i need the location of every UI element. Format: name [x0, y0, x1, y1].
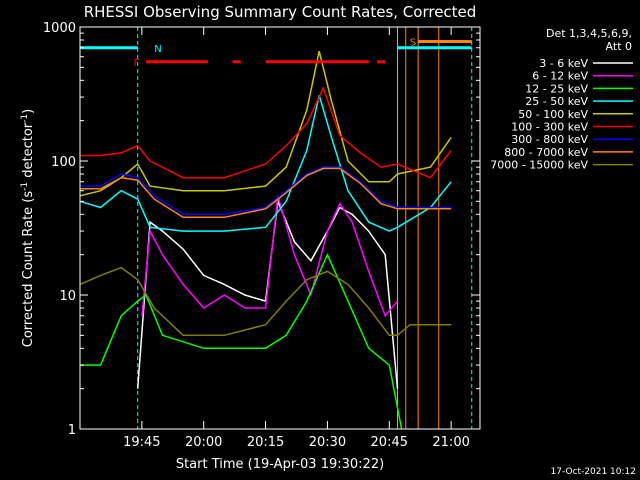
- series-line-5: [79, 51, 452, 197]
- x-axis-label: Start Time (19-Apr-03 19:30:22): [176, 457, 384, 472]
- flag-label: F: [134, 58, 140, 69]
- legend-label: 100 - 300 keV: [511, 121, 588, 134]
- x-tick-label: 20:30: [309, 435, 346, 450]
- y-axis: 1 10 100 1000: [43, 21, 480, 438]
- legend-label: 50 - 100 keV: [518, 108, 588, 121]
- y-axis-label-sup2: -1: [20, 114, 30, 123]
- legend-label: 6 - 12 keV: [532, 70, 588, 83]
- series-line-6: [80, 86, 452, 179]
- x-axis: 19:45 20:00 20:15 20:30 20:45 21:00: [123, 27, 470, 450]
- y-tick-label: 1000: [43, 21, 76, 36]
- x-tick-label: 20:00: [185, 435, 222, 450]
- legend-label: 25 - 50 keV: [525, 95, 588, 108]
- flag-label: N: [154, 44, 161, 55]
- legend-header: Det 1,3,4,5,6,9,: [546, 27, 632, 40]
- series-line-2: [141, 195, 399, 318]
- y-axis-label: Corrected Count Rate (s-1 detector-1): [20, 109, 36, 347]
- x-tick-label: 20:15: [247, 435, 284, 450]
- series-line-8: [80, 167, 452, 219]
- y-axis-label-sup1: -1: [20, 182, 30, 191]
- flag-label: S: [410, 37, 416, 48]
- y-axis-label-mid: detector: [21, 122, 36, 182]
- timestamp: 17-Oct-2021 10:12: [551, 467, 636, 477]
- x-tick-label: 20:45: [371, 435, 408, 450]
- legend-header: Att 0: [606, 40, 632, 53]
- legend-label: 12 - 25 keV: [525, 82, 588, 95]
- series-line-3: [80, 252, 403, 430]
- legend-label: 800 - 7000 keV: [504, 146, 588, 159]
- y-axis-label-end: ): [21, 109, 36, 114]
- y-tick-label: 10: [59, 289, 76, 304]
- chart-title: RHESSI Observing Summary Count Rates, Co…: [84, 3, 477, 21]
- x-tick-label: 21:00: [432, 435, 469, 450]
- plot-area: N F S: [79, 27, 473, 430]
- series-line-9: [79, 266, 452, 337]
- y-tick-label: 1: [68, 423, 76, 438]
- legend-label: 300 - 800 keV: [511, 133, 588, 146]
- plot-frame: [79, 26, 481, 430]
- legend-label: 7000 - 15000 keV: [490, 159, 588, 172]
- legend-label: 3 - 6 keV: [539, 57, 588, 70]
- y-axis-label-main: Corrected Count Rate (s: [21, 191, 36, 348]
- y-tick-label: 100: [51, 155, 76, 170]
- x-tick-label: 19:45: [123, 435, 160, 450]
- series-line-4: [79, 94, 452, 232]
- series-line-7: [80, 166, 452, 216]
